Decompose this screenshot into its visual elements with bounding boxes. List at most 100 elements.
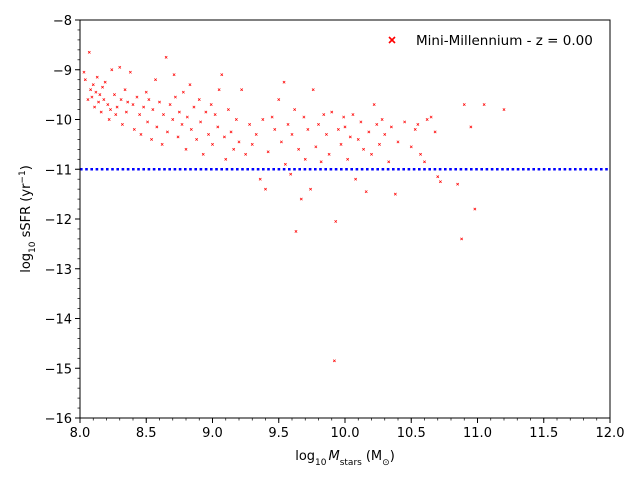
data-point bbox=[204, 110, 208, 114]
data-point bbox=[114, 113, 118, 116]
data-point bbox=[436, 175, 440, 179]
x-tick-label: 8.5 bbox=[136, 426, 157, 441]
data-point bbox=[270, 115, 274, 119]
data-point bbox=[142, 105, 146, 109]
data-point bbox=[266, 150, 270, 154]
data-point bbox=[132, 128, 136, 131]
data-point bbox=[244, 152, 248, 156]
data-point bbox=[403, 120, 407, 124]
data-point bbox=[171, 118, 175, 121]
data-point bbox=[128, 70, 132, 74]
data-point bbox=[413, 128, 417, 131]
data-point bbox=[91, 83, 95, 87]
data-point bbox=[460, 237, 464, 241]
data-point bbox=[184, 147, 188, 151]
x-tick-label: 11.5 bbox=[529, 426, 558, 441]
data-point bbox=[138, 113, 142, 116]
data-point bbox=[396, 140, 400, 144]
data-point bbox=[319, 160, 323, 164]
legend-marker bbox=[388, 36, 396, 44]
data-point bbox=[98, 93, 102, 97]
data-point bbox=[110, 68, 114, 72]
data-point bbox=[351, 113, 355, 116]
data-point bbox=[139, 132, 143, 136]
y-tick-label: −10 bbox=[45, 114, 72, 129]
data-point bbox=[370, 152, 373, 156]
data-point bbox=[188, 83, 192, 87]
data-point bbox=[99, 110, 103, 114]
data-point bbox=[113, 93, 116, 97]
data-point bbox=[126, 100, 130, 104]
data-point bbox=[277, 98, 281, 102]
data-point bbox=[115, 105, 119, 109]
data-point bbox=[109, 108, 112, 111]
x-tick-label: 10.0 bbox=[331, 426, 360, 441]
data-point bbox=[293, 108, 297, 111]
y-axis-ticks: −16 −15 −14 −13 −12 −11 −10 −9 −8 bbox=[45, 14, 80, 427]
data-point bbox=[286, 123, 290, 126]
data-point bbox=[192, 105, 196, 109]
data-point bbox=[151, 108, 155, 111]
data-point bbox=[433, 130, 437, 134]
data-point bbox=[97, 100, 100, 104]
y-tick-label: −8 bbox=[53, 14, 72, 29]
data-point bbox=[342, 115, 346, 119]
data-point bbox=[372, 103, 376, 107]
data-point bbox=[469, 125, 473, 129]
y-axis-label: log10 sSFR (yr−1) bbox=[18, 165, 38, 273]
data-point bbox=[90, 95, 94, 99]
data-point bbox=[283, 162, 287, 166]
x-axis-label: log10 Mstars (M⊙) bbox=[295, 449, 395, 468]
data-point bbox=[189, 128, 193, 131]
data-point bbox=[216, 125, 220, 129]
data-point bbox=[346, 157, 350, 161]
data-point bbox=[311, 88, 315, 92]
data-point bbox=[264, 187, 267, 191]
data-point bbox=[294, 229, 298, 233]
data-point bbox=[207, 132, 210, 136]
data-point bbox=[147, 98, 151, 102]
y-tick-label: −9 bbox=[53, 64, 72, 79]
data-point bbox=[378, 142, 381, 146]
data-point bbox=[334, 220, 338, 223]
data-point bbox=[94, 90, 98, 94]
data-point bbox=[387, 160, 391, 164]
data-point bbox=[173, 95, 177, 99]
data-point bbox=[237, 140, 241, 144]
legend-label: Mini-Millennium - z = 0.00 bbox=[416, 33, 593, 49]
data-point bbox=[302, 115, 306, 119]
x-tick-label: 11.0 bbox=[463, 426, 492, 441]
data-point bbox=[229, 130, 233, 134]
data-point bbox=[197, 98, 201, 102]
data-point bbox=[248, 123, 252, 126]
data-point bbox=[409, 145, 413, 149]
data-point bbox=[135, 95, 139, 99]
data-point bbox=[306, 128, 310, 131]
data-point bbox=[87, 50, 91, 54]
x-tick-label: 12.0 bbox=[596, 426, 625, 441]
data-point bbox=[83, 78, 87, 82]
data-point bbox=[322, 113, 326, 116]
data-point bbox=[226, 108, 230, 111]
data-point bbox=[383, 132, 387, 136]
data-point bbox=[254, 132, 258, 136]
data-point bbox=[164, 55, 168, 59]
data-point bbox=[330, 110, 334, 114]
y-tick-label: −15 bbox=[45, 362, 72, 377]
data-point bbox=[297, 147, 301, 151]
data-point bbox=[482, 103, 486, 107]
data-point bbox=[299, 197, 303, 201]
x-axis-ticks: 8.0 8.5 9.0 9.5 10.0 10.5 11.0 11.5 12.0 bbox=[70, 418, 625, 441]
data-point bbox=[462, 103, 466, 107]
data-point bbox=[250, 142, 254, 146]
data-point bbox=[123, 88, 127, 92]
data-point bbox=[261, 118, 265, 121]
data-point bbox=[279, 140, 283, 144]
y-tick-label: −13 bbox=[45, 263, 72, 278]
data-point bbox=[95, 75, 99, 79]
data-point bbox=[456, 182, 460, 186]
data-point bbox=[150, 137, 153, 141]
data-point bbox=[502, 108, 506, 111]
